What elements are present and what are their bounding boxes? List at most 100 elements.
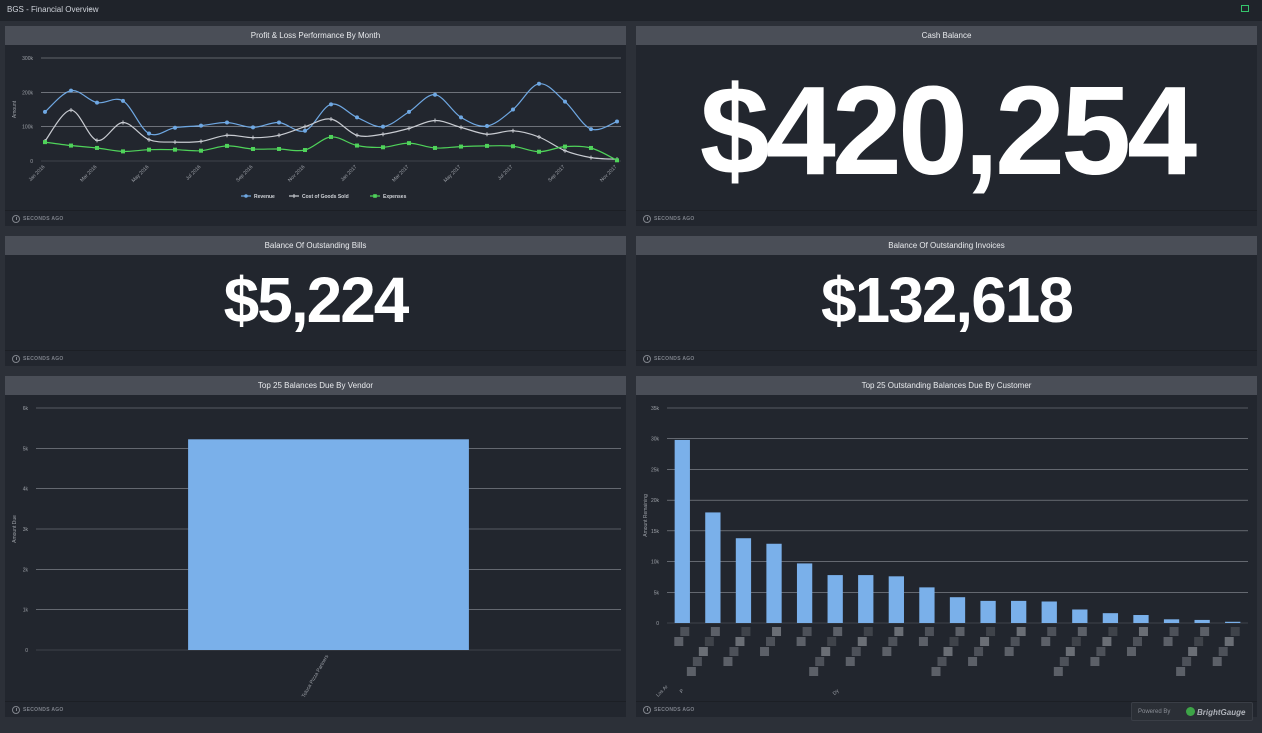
redacted-label-block [1163, 637, 1173, 646]
dashboard-title[interactable]: BGS - Financial Overview [7, 5, 99, 14]
clock-icon [643, 355, 651, 363]
data-point [277, 133, 281, 138]
y-tick-label: 0 [30, 159, 33, 165]
data-point [511, 128, 515, 133]
redacted-label-block [1041, 637, 1051, 646]
bar [1102, 613, 1119, 623]
data-point [485, 143, 489, 148]
data-point [121, 98, 125, 103]
redacted-label-block [1053, 667, 1063, 676]
powered-by-badge[interactable]: Powered By BrightGauge [1131, 702, 1253, 721]
bar [827, 575, 843, 623]
panel-footer: SECONDS AGO [636, 701, 1257, 717]
redacted-label-block [815, 657, 825, 666]
y-tick-label: 5k [654, 590, 660, 596]
top-bar: BGS - Financial Overview ⌄ [0, 0, 1262, 21]
redacted-label-block [918, 637, 928, 646]
redacted-label-block [1138, 627, 1148, 636]
data-point [43, 140, 47, 145]
chevron-down-icon[interactable]: ⌄ [87, 5, 93, 12]
redacted-label-block [1102, 637, 1112, 646]
redacted-label-block [1176, 667, 1186, 676]
vendor-panel: Top 25 Balances Due By Vendor 0 1k 2k 3k 4k 5… [5, 376, 626, 717]
bar [858, 575, 874, 623]
redacted-label-block [766, 637, 776, 646]
data-point [303, 124, 307, 129]
y-tick-label: 5k [23, 446, 29, 452]
data-point [225, 143, 229, 148]
data-point [485, 132, 489, 137]
redacted-label-block [1194, 637, 1204, 646]
bar [888, 576, 904, 623]
data-point [433, 145, 437, 150]
monitor-icon[interactable] [1241, 5, 1249, 12]
bar [949, 597, 966, 623]
data-point [199, 123, 203, 128]
y-tick-label: 4k [23, 487, 29, 493]
data-point [173, 147, 177, 152]
brand-name: BrightGauge [1197, 708, 1246, 717]
legend-marker [292, 194, 296, 198]
x-tick-label: Mar 2017 [391, 164, 410, 183]
data-point [407, 109, 411, 114]
data-point [459, 144, 463, 149]
redacted-label-block [882, 647, 892, 656]
data-point [69, 108, 73, 113]
x-tick-label: Nov 2016 [287, 164, 307, 184]
data-point [537, 134, 541, 139]
data-point [615, 119, 619, 124]
x-tick-label: Mar 2016 [79, 164, 98, 183]
redacted-label-block [968, 657, 978, 666]
redacted-label-block [1090, 657, 1100, 666]
data-point [381, 145, 385, 150]
redacted-label-block [729, 647, 739, 656]
redacted-label-block [772, 627, 782, 636]
y-tick-label: 0 [25, 648, 28, 654]
data-point [537, 149, 541, 154]
redacted-label-block [1059, 657, 1069, 666]
y-tick-label: 100k [22, 125, 33, 131]
redacted-label-block [943, 647, 953, 656]
clock-icon [12, 706, 20, 714]
data-point [95, 100, 99, 105]
y-tick-label: 25k [651, 467, 660, 473]
redacted-label-block [980, 637, 990, 646]
redacted-label-block [1126, 647, 1136, 656]
data-point [459, 115, 463, 120]
legend-label: Revenue [254, 194, 275, 200]
bar [1225, 621, 1241, 623]
brightgauge-logo-icon [1186, 707, 1195, 716]
redacted-label-block [857, 637, 867, 646]
bar [1163, 619, 1180, 623]
data-point [199, 139, 203, 144]
data-point [407, 141, 411, 146]
clock-icon [643, 215, 651, 223]
x-tick-label: May 2016 [131, 164, 151, 184]
data-point [225, 120, 229, 125]
data-point [225, 133, 229, 138]
bar [796, 563, 813, 623]
data-point [251, 146, 255, 151]
data-point [355, 115, 359, 120]
x-tick-label: Jul 2016 [185, 164, 203, 182]
legend-label: Cost of Goods Sold [302, 194, 349, 200]
data-point [251, 135, 255, 140]
redacted-label-block [1169, 627, 1179, 636]
y-tick-label: 20k [651, 498, 660, 504]
y-tick-label: 200k [22, 90, 33, 96]
data-point [303, 148, 307, 153]
panel-title: Balance Of Outstanding Invoices [636, 236, 1257, 255]
y-tick-label: 3k [23, 527, 29, 533]
redacted-label-block [1047, 627, 1057, 636]
redacted-label-block [760, 647, 770, 656]
cash-balance-value: $420,254 [699, 60, 1198, 201]
data-point [459, 125, 463, 130]
panel-title: Profit & Loss Performance By Month [5, 26, 626, 45]
data-point [43, 109, 47, 114]
series-line [44, 136, 618, 161]
data-point [147, 131, 151, 136]
panel-footer: SECONDS AGO [5, 701, 626, 717]
data-point [511, 144, 515, 149]
clock-icon [12, 355, 20, 363]
invoices-panel: Balance Of Outstanding Invoices $132,618… [636, 236, 1257, 366]
